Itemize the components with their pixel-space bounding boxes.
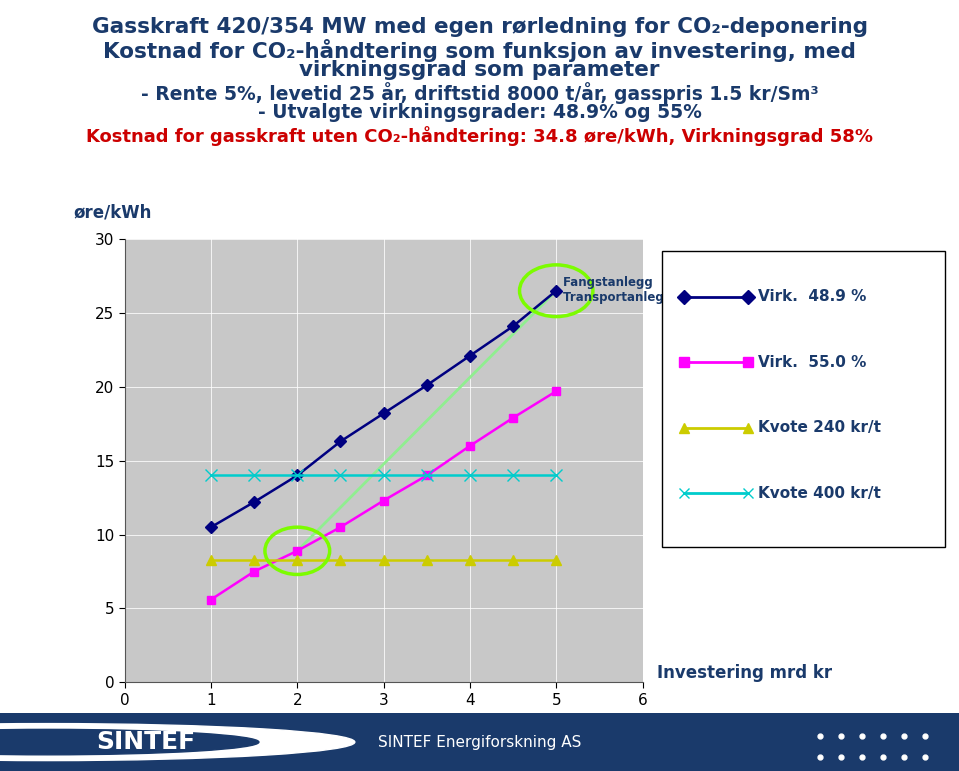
Text: Fangstanlegg    : 3.46 mrd kr
Transportanlegg: 1.56 mrd kr: Fangstanlegg : 3.46 mrd kr Transportanle… bbox=[563, 276, 759, 304]
Text: SINTEF: SINTEF bbox=[96, 730, 195, 754]
Text: virkningsgrad som parameter: virkningsgrad som parameter bbox=[299, 60, 660, 80]
Text: øre/kWh: øre/kWh bbox=[73, 204, 152, 221]
Text: Kvote 400 kr/t: Kvote 400 kr/t bbox=[758, 486, 880, 501]
Text: - Utvalgte virkningsgrader: 48.9% og 55%: - Utvalgte virkningsgrader: 48.9% og 55% bbox=[258, 103, 701, 123]
Text: Virk.  55.0 %: Virk. 55.0 % bbox=[758, 355, 866, 370]
Text: Gasskraft 420/354 MW med egen rørledning for CO₂-deponering: Gasskraft 420/354 MW med egen rørledning… bbox=[91, 17, 868, 37]
Text: Kostnad for gasskraft uten CO₂-håndtering: 34.8 øre/kWh, Virkningsgrad 58%: Kostnad for gasskraft uten CO₂-håndterin… bbox=[86, 126, 873, 146]
Text: Kvote 240 kr/t: Kvote 240 kr/t bbox=[758, 420, 880, 436]
Text: Investering mrd kr: Investering mrd kr bbox=[657, 665, 832, 682]
Text: Virk.  48.9 %: Virk. 48.9 % bbox=[758, 289, 866, 305]
Circle shape bbox=[0, 723, 355, 760]
Text: Kostnad for CO₂-håndtering som funksjon av investering, med: Kostnad for CO₂-håndtering som funksjon … bbox=[103, 39, 856, 62]
Text: SINTEF Energiforskning AS: SINTEF Energiforskning AS bbox=[378, 735, 581, 749]
Circle shape bbox=[0, 729, 259, 755]
Text: - Rente 5%, levetid 25 år, driftstid 8000 t/år, gasspris 1.5 kr/Sm³: - Rente 5%, levetid 25 år, driftstid 800… bbox=[141, 82, 818, 105]
